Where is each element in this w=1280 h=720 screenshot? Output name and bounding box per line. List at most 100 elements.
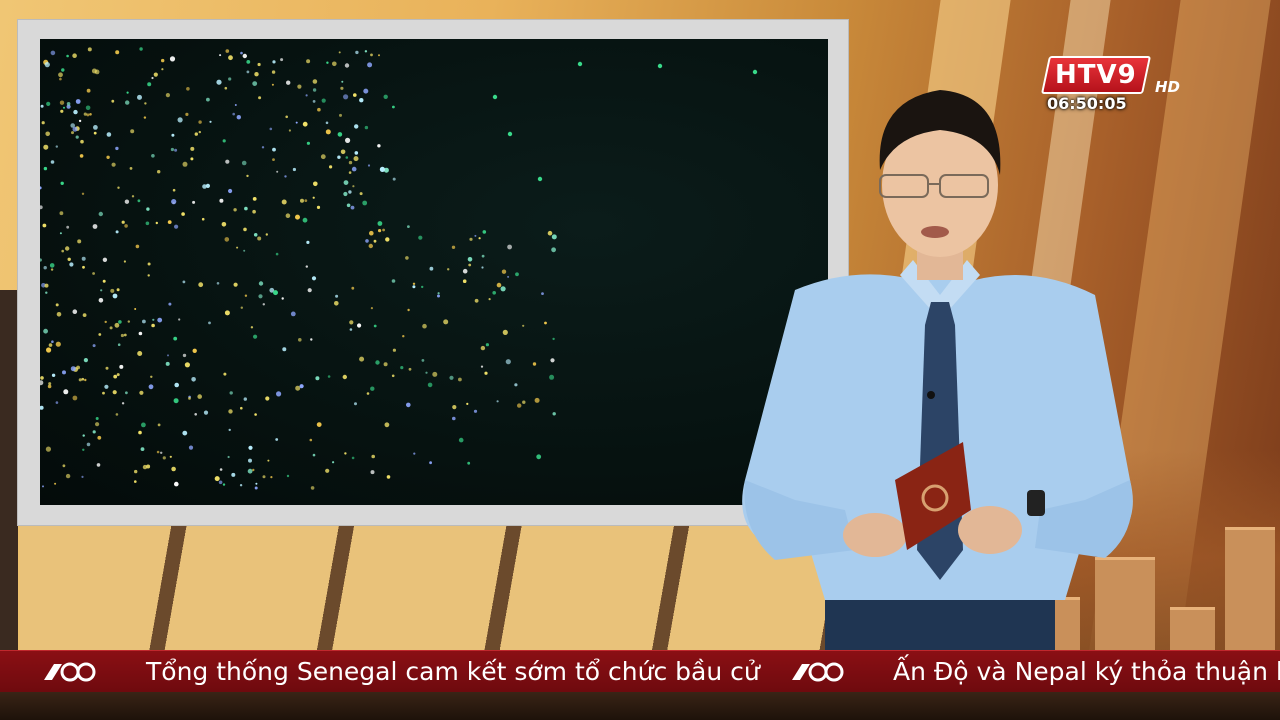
drone-light (169, 455, 172, 458)
drone-light (165, 361, 170, 366)
drone-light (72, 395, 78, 401)
drone-light (286, 80, 291, 85)
drone-light (384, 422, 390, 428)
drone-light (345, 156, 349, 159)
drone-light (281, 297, 284, 300)
drone-light (174, 224, 179, 229)
drone-light (225, 159, 230, 164)
drone-light (492, 291, 497, 295)
drone-light (437, 294, 440, 298)
drone-light (243, 249, 246, 252)
drone-light (86, 113, 90, 117)
drone-light (228, 188, 233, 194)
drone-light (197, 394, 202, 399)
drone-light (325, 121, 329, 125)
drone-light (162, 456, 166, 460)
drone-light (150, 375, 153, 378)
drone-light (280, 58, 284, 62)
drone-light (332, 461, 335, 464)
drone-light (353, 93, 357, 97)
drone-light (59, 211, 64, 216)
drone-light (228, 409, 233, 414)
drone-light (243, 397, 247, 401)
drone-light (45, 131, 50, 137)
drone-light (377, 221, 383, 226)
drone-light (147, 262, 151, 266)
drone-light (350, 205, 355, 210)
drone-light (59, 77, 62, 81)
drone-light (342, 374, 347, 380)
drone-light (169, 56, 176, 62)
drone-light (295, 121, 298, 124)
drone-light (501, 269, 507, 274)
drone-light (194, 413, 197, 416)
left-arm (744, 480, 855, 560)
drone-light (284, 175, 287, 178)
drone-light (65, 473, 71, 479)
drone-light (239, 484, 243, 487)
drone-light (362, 200, 368, 206)
drone-light (474, 234, 477, 237)
drone-light (62, 464, 66, 468)
drone-light (505, 359, 511, 365)
drone-light (271, 83, 274, 86)
drone-light (244, 206, 248, 211)
drone-light (339, 113, 342, 117)
drone-light (137, 199, 141, 203)
drone-light (232, 112, 235, 116)
drone-light (165, 93, 170, 98)
drone-light (536, 454, 542, 460)
drone-light (77, 239, 82, 244)
drone-light (354, 151, 359, 155)
drone-light (43, 328, 48, 334)
drone-light (70, 123, 75, 128)
drone-light (257, 236, 262, 241)
studio-floor-panels (20, 520, 850, 650)
drone-light (577, 61, 583, 67)
drone-light (288, 129, 291, 132)
drone-light (181, 212, 185, 216)
drone-light (351, 166, 357, 172)
drone-light (182, 353, 187, 358)
drone-light (115, 413, 119, 416)
drone-light (80, 139, 84, 144)
drone-light (152, 318, 155, 321)
drone-light (228, 77, 232, 81)
drone-light (258, 281, 264, 286)
drone-light (451, 245, 456, 249)
drone-light (102, 257, 108, 262)
drone-light (407, 308, 410, 312)
drone-light (219, 468, 223, 471)
drone-light (311, 276, 317, 281)
drone-light (171, 199, 177, 205)
drone-light (72, 309, 78, 315)
drone-light (218, 480, 223, 485)
drone-light (216, 282, 220, 285)
drone-light (473, 409, 478, 413)
drone-light (254, 486, 258, 490)
drone-light (359, 192, 363, 196)
drone-light (46, 347, 52, 353)
glasses-left (879, 174, 929, 198)
lapel-mic (927, 391, 935, 399)
drone-light (228, 55, 233, 61)
drone-light (82, 448, 85, 451)
drone-light (43, 166, 48, 171)
drone-light (373, 324, 377, 328)
drone-light (325, 468, 330, 473)
drone-light (92, 430, 96, 434)
drone-light (273, 290, 278, 296)
drone-light (40, 205, 43, 210)
drone-light (335, 294, 339, 298)
drone-light (182, 161, 188, 167)
drone-light (83, 358, 88, 363)
drone-light (89, 113, 92, 116)
drone-light (405, 256, 409, 260)
drone-light (50, 160, 55, 164)
drone-light (338, 51, 341, 54)
drone-light (329, 165, 333, 169)
drone-light (55, 145, 58, 148)
drone-light (367, 164, 371, 167)
drone-light (348, 171, 352, 174)
drone-light (363, 88, 369, 94)
